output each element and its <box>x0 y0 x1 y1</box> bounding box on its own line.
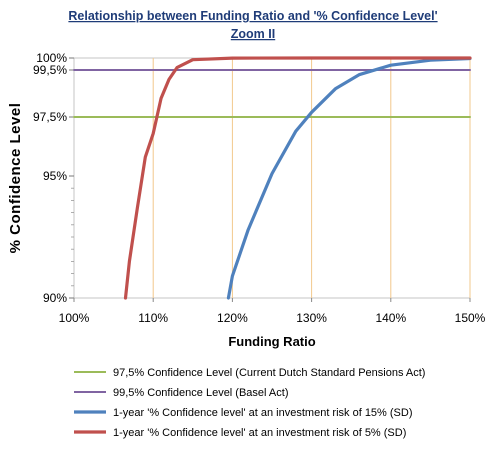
grid <box>152 58 471 298</box>
x-tick-label: 100% <box>59 311 90 325</box>
legend-label-3: 1-year '% Confidence level' at an invest… <box>113 427 406 439</box>
series-line-2 <box>226 56 472 300</box>
x-tick-label: 130% <box>296 311 327 325</box>
x-tick-label: 110% <box>138 311 168 325</box>
x-axis-ticks: 100% 110% 120% 130% 140% 150% <box>59 298 486 325</box>
chart-subtitle: Zoom II <box>231 27 275 41</box>
legend-label-1: 99,5% Confidence Level (Basel Act) <box>113 387 289 399</box>
y-tick-label: 97,5% <box>33 110 67 124</box>
legend-label-2: 1-year '% Confidence level' at an invest… <box>113 407 413 419</box>
chart-title: Relationship between Funding Ratio and '… <box>68 9 437 23</box>
legend-label-0: 97,5% Confidence Level (Current Dutch St… <box>113 367 425 379</box>
y-tick-label: 99,5% <box>33 63 67 77</box>
plot-area <box>73 57 471 299</box>
x-axis-label: Funding Ratio <box>228 334 315 349</box>
y-tick-label: 90% <box>43 291 67 305</box>
y-tick-label: 95% <box>43 169 67 183</box>
series-line-3 <box>123 56 472 300</box>
x-tick-label: 140% <box>375 311 406 325</box>
legend: 97,5% Confidence Level (Current Dutch St… <box>74 367 425 439</box>
x-tick-label: 120% <box>217 311 248 325</box>
y-axis-ticks: 90% 95% 97,5% 99,5%100% <box>33 51 74 305</box>
y-tick-label: 100% <box>36 51 67 65</box>
x-tick-label: 150% <box>455 311 486 325</box>
series <box>73 56 472 300</box>
y-axis-label: % Confidence Level <box>7 103 24 254</box>
